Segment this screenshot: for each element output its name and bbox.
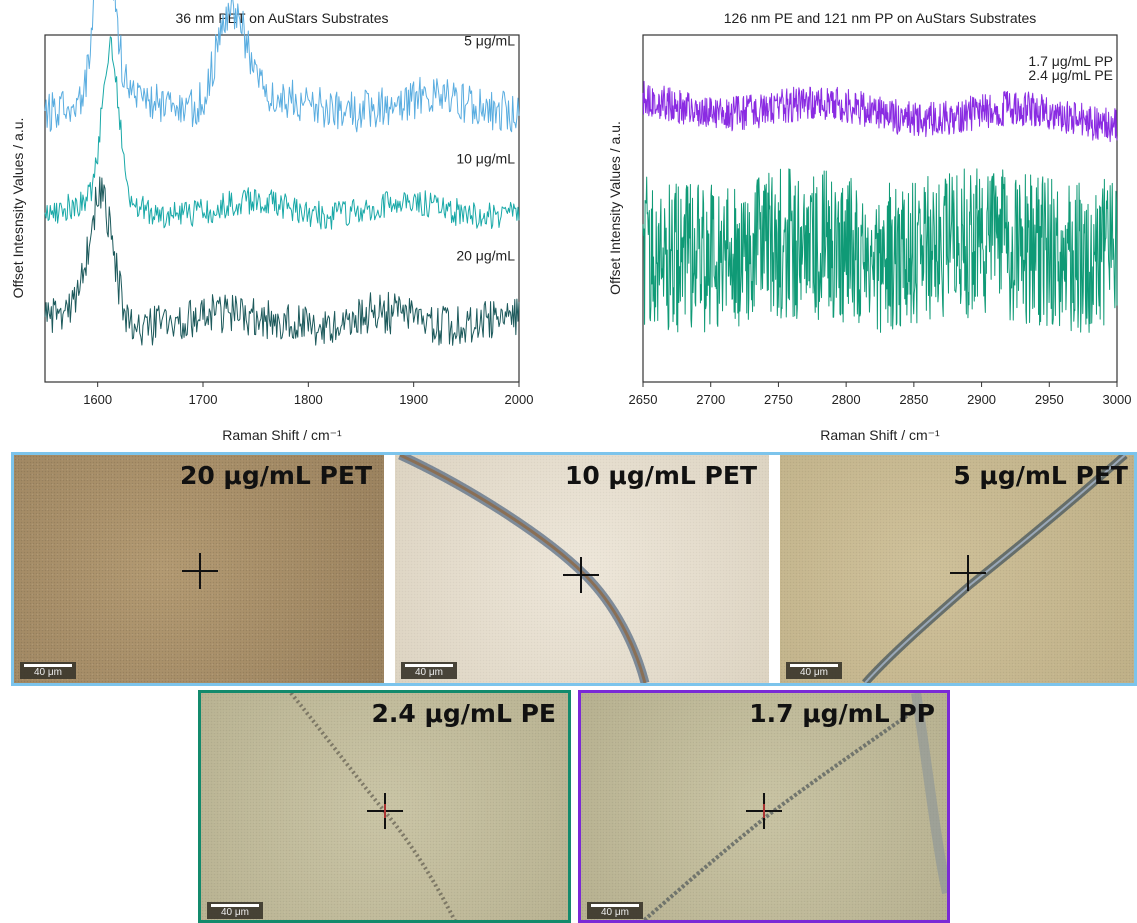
- crosshair-icon: [563, 557, 599, 593]
- scale-bar: 40 μm: [207, 902, 263, 919]
- x-tick-label: 1900: [399, 392, 428, 407]
- series-label: 1.7 μg/mL PP: [1028, 53, 1113, 69]
- x-tick-label: 2850: [899, 392, 928, 407]
- series-line: [642, 168, 1118, 333]
- scale-bar: 40 μm: [786, 662, 842, 679]
- x-tick-label: 2700: [696, 392, 725, 407]
- series-label: 2.4 μg/mL PE: [1028, 67, 1113, 83]
- chart-pe-pp-raman: 126 nm PE and 121 nm PP on AuStars Subst…: [607, 10, 1131, 443]
- micrograph-texture: [780, 455, 1134, 683]
- x-tick-label: 2750: [764, 392, 793, 407]
- x-tick-label: 2650: [629, 392, 658, 407]
- x-tick-label: 2800: [832, 392, 861, 407]
- x-tick-label: 2950: [1035, 392, 1064, 407]
- micrograph-label: 10 μg/mL PET: [564, 461, 757, 490]
- x-tick-label: 1600: [83, 392, 112, 407]
- pe-micrograph-panel: 2.4 μg/mL PE 40 μm: [198, 690, 571, 923]
- micrograph-5-pet: 5 μg/mL PET 40 μm: [780, 455, 1134, 683]
- micrograph-1-7-pp: 1.7 μg/mL PP 40 μm: [581, 693, 947, 920]
- x-axis-label: Raman Shift / cm⁻¹: [820, 427, 940, 443]
- crosshair-icon: [367, 793, 403, 829]
- scale-bar: 40 μm: [20, 662, 76, 679]
- crack-feature: [289, 693, 457, 920]
- plot-frame: [44, 34, 520, 383]
- micrograph-label: 2.4 μg/mL PE: [371, 699, 557, 728]
- micrograph-20-pet: 20 μg/mL PET 40 μm: [14, 455, 384, 683]
- crosshair-icon: [746, 793, 782, 829]
- y-axis-label: Offset Intesnsity Values / a.u.: [10, 118, 26, 299]
- x-tick-label: 1700: [189, 392, 218, 407]
- micrograph-label: 5 μg/mL PET: [953, 461, 1128, 490]
- chart-pet-raman: 36 nm PET on AuStars Substrates 1600 1700…: [10, 0, 533, 443]
- raman-charts: 36 nm PET on AuStars Substrates 1600 1700…: [10, 0, 1131, 443]
- scale-bar: 40 μm: [587, 902, 643, 919]
- series-line: [44, 0, 520, 133]
- crack-feature: [641, 693, 947, 920]
- micrograph-label: 20 μg/mL PET: [179, 461, 372, 490]
- crosshair-icon: [950, 555, 986, 591]
- y-axis-label: Offset Intensity Values / a.u.: [607, 121, 623, 295]
- series-label: 20 μg/mL: [456, 248, 515, 264]
- series-line: [44, 36, 520, 230]
- x-tick-label: 2900: [967, 392, 996, 407]
- chart-title: 126 nm PE and 121 nm PP on AuStars Subst…: [724, 10, 1037, 26]
- series-line: [44, 176, 520, 346]
- series-line: [642, 80, 1118, 143]
- crack-feature: [862, 455, 1128, 683]
- micrograph-label: 1.7 μg/mL PP: [749, 699, 935, 728]
- micrograph-10-pet: 10 μg/mL PET 40 μm: [395, 455, 769, 683]
- series-label: 5 μg/mL: [464, 32, 515, 48]
- pp-micrograph-panel: 1.7 μg/mL PP 40 μm: [578, 690, 950, 923]
- chart-title: 36 nm PET on AuStars Substrates: [176, 10, 389, 26]
- pet-micrograph-panel: 20 μg/mL PET 40 μm 10 μg/mL PET 40 μm 5 …: [11, 452, 1137, 686]
- micrograph-2-4-pe: 2.4 μg/mL PE 40 μm: [201, 693, 568, 920]
- x-tick-label: 2000: [505, 392, 534, 407]
- x-tick-label: 3000: [1103, 392, 1132, 407]
- series-label: 10 μg/mL: [456, 150, 515, 166]
- x-tick-label: 1800: [294, 392, 323, 407]
- scale-bar: 40 μm: [401, 662, 457, 679]
- x-axis-label: Raman Shift / cm⁻¹: [222, 427, 342, 443]
- crosshair-icon: [182, 553, 218, 589]
